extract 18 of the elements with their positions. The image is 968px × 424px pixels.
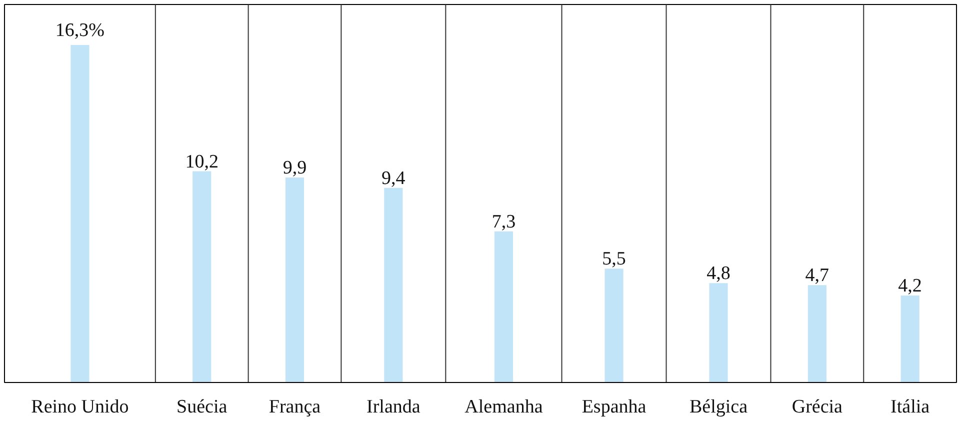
x-tick-label: Suécia xyxy=(176,396,228,418)
data-label: 9,4 xyxy=(382,168,406,189)
x-tick-label: França xyxy=(268,396,322,418)
data-label: 4,7 xyxy=(805,265,830,286)
x-tick-label: Grécia xyxy=(792,396,844,418)
x-tick-label: Bélgica xyxy=(689,396,748,418)
x-tick-label: Alemanha xyxy=(464,396,544,418)
x-tick-label: Espanha xyxy=(582,396,647,418)
data-label: 4,8 xyxy=(706,263,730,284)
data-label: 16,3% xyxy=(55,20,105,41)
x-tick-label: Itália xyxy=(890,396,930,418)
data-label: 4,2 xyxy=(898,276,922,297)
x-tick-label: Irlanda xyxy=(366,396,421,418)
data-label: 5,5 xyxy=(602,248,626,270)
x-tick-label: Reino Unido xyxy=(31,396,129,418)
data-label: 10,2 xyxy=(185,151,218,172)
data-label: 9,9 xyxy=(282,158,307,179)
data-label: 7,3 xyxy=(492,211,516,232)
